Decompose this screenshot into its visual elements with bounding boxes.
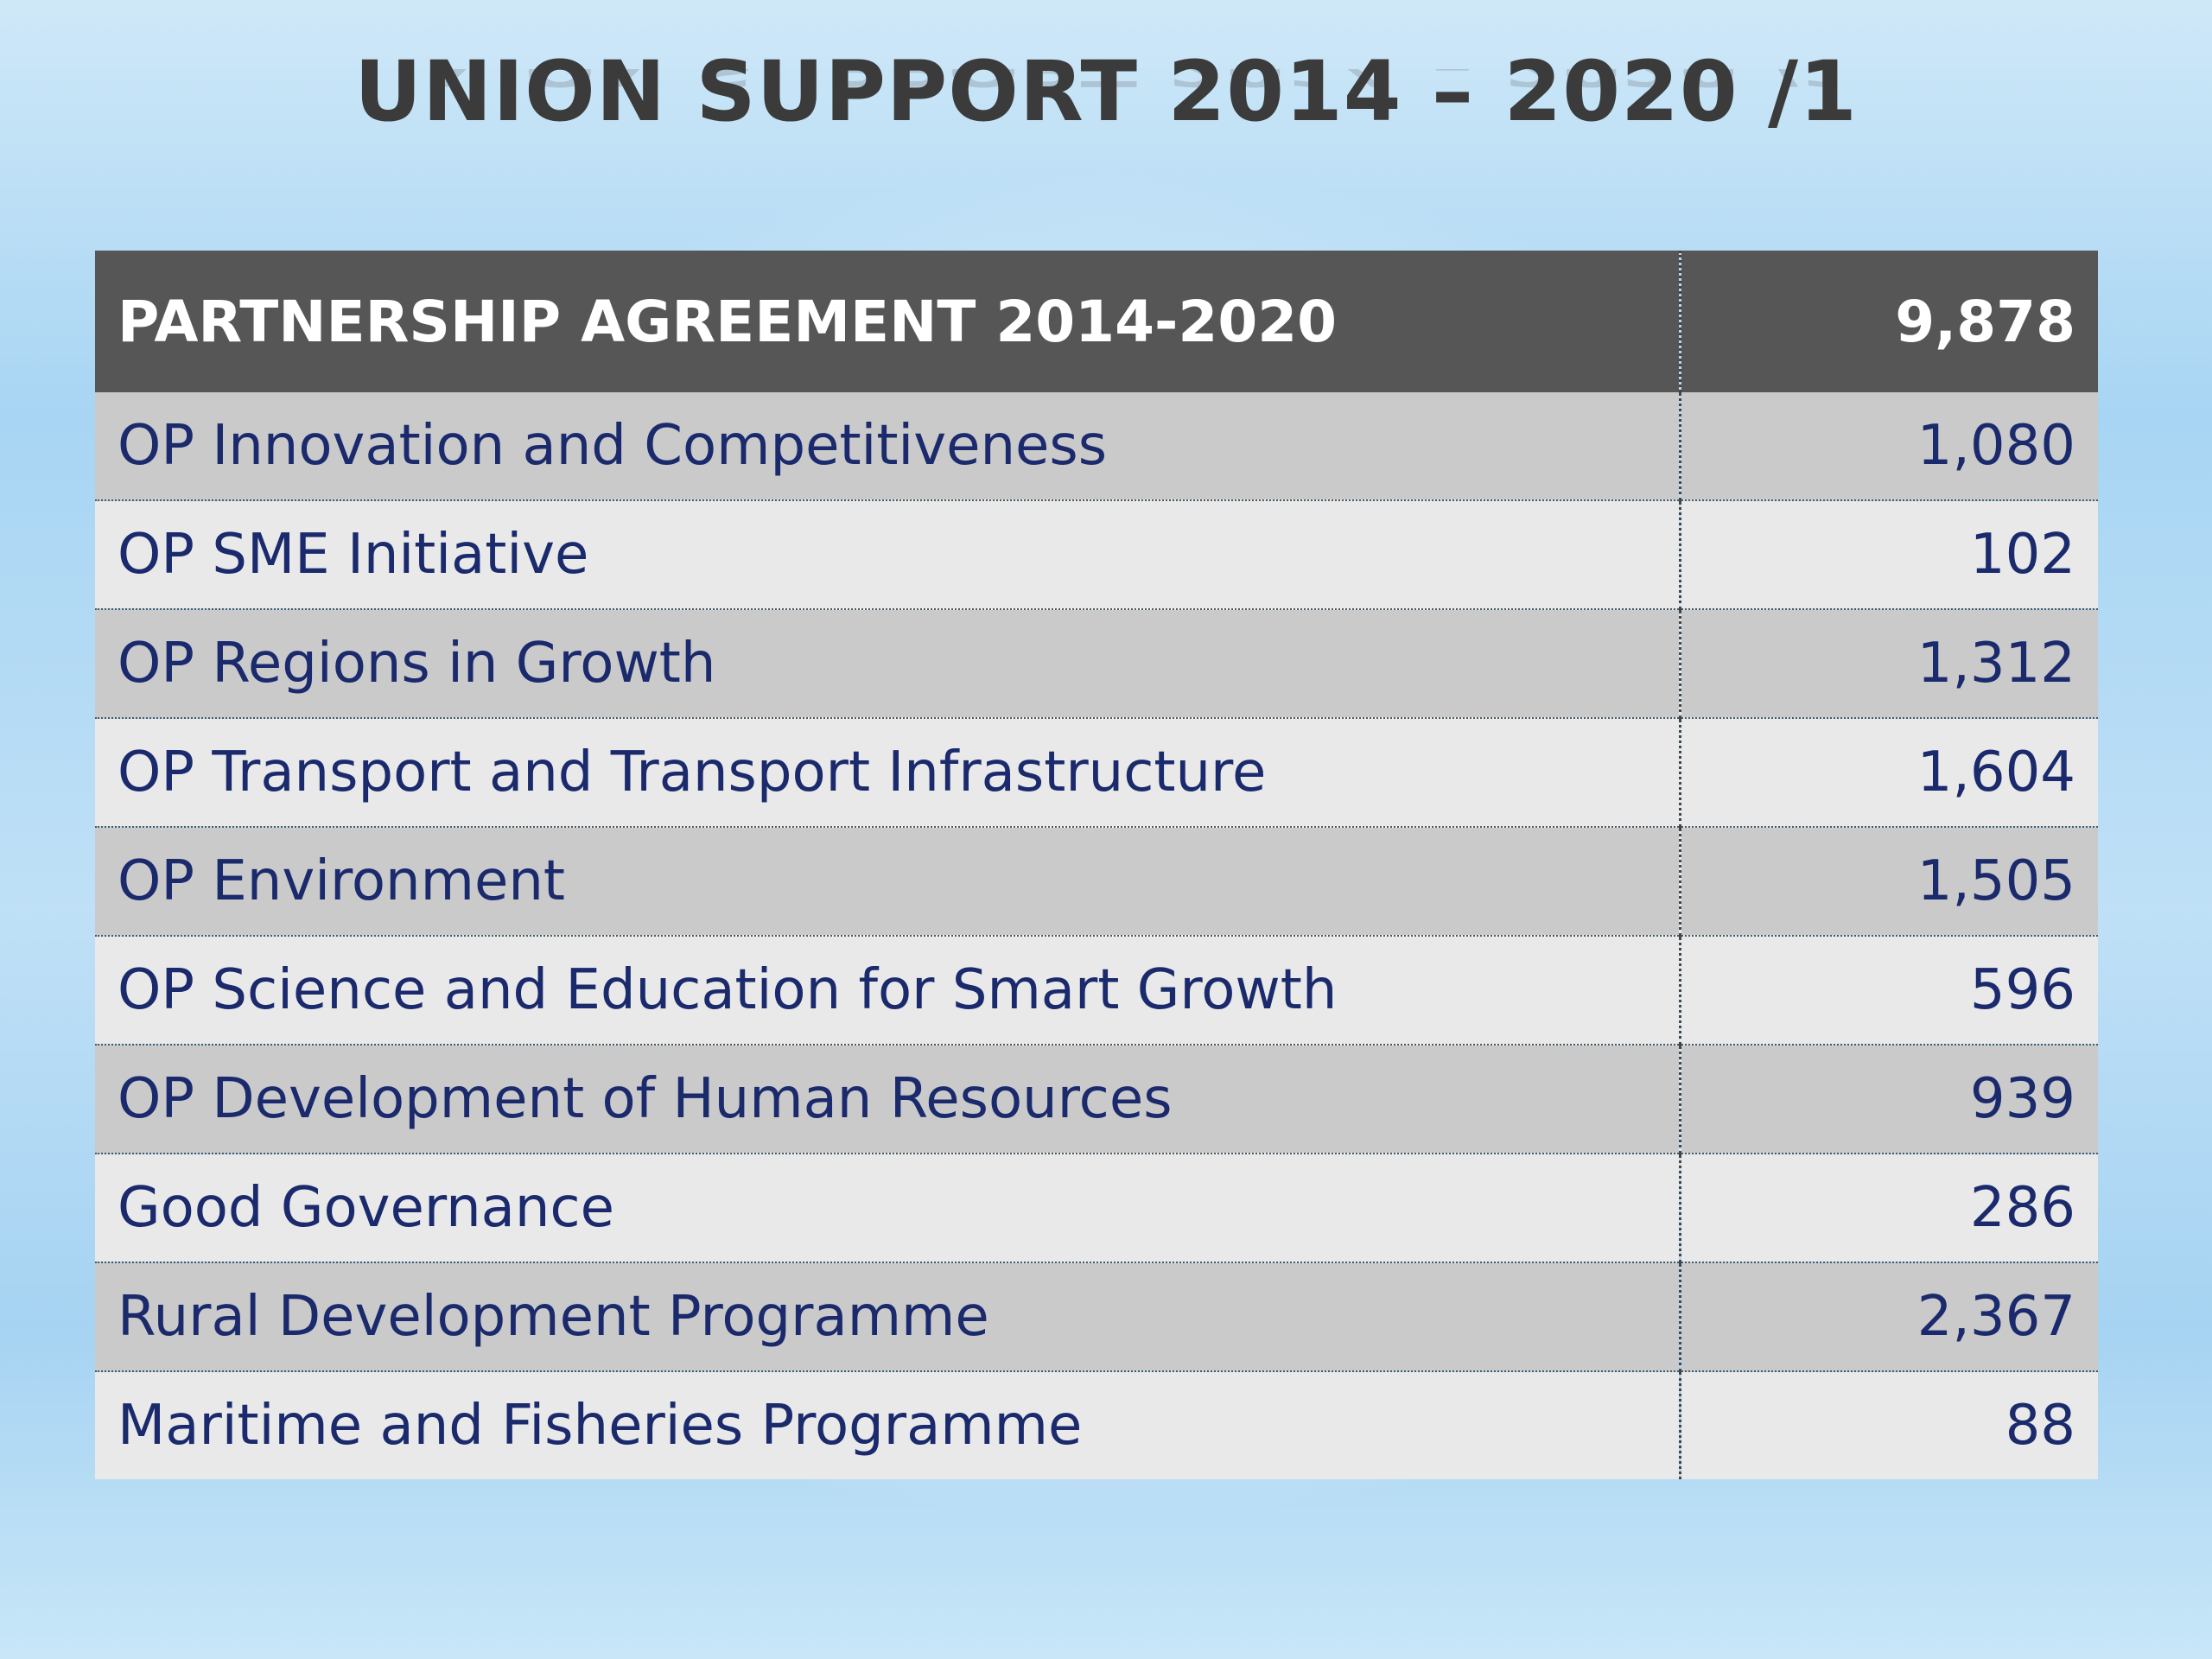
row-label: OP Innovation and Competitiveness — [95, 392, 1681, 501]
table-row: OP Regions in Growth 1,312 — [95, 609, 2098, 719]
row-value: 1,604 — [1679, 718, 2098, 828]
row-label: Good Governance — [95, 1154, 1681, 1263]
row-label: OP SME Initiative — [95, 500, 1681, 610]
row-value: 2,367 — [1679, 1262, 2098, 1372]
table-row: OP Development of Human Resources 939 — [95, 1045, 2098, 1154]
row-label: Maritime and Fisheries Programme — [95, 1371, 1681, 1479]
row-value: 102 — [1679, 500, 2098, 610]
header-label: PARTNERSHIP AGREEMENT 2014-2020 — [95, 251, 1681, 392]
row-value: 1,312 — [1679, 609, 2098, 719]
table-header-row: PARTNERSHIP AGREEMENT 2014-2020 9,878 — [95, 251, 2098, 392]
row-label: Rural Development Programme — [95, 1262, 1681, 1372]
table-row: OP SME Initiative 102 — [95, 500, 2098, 610]
slide-title: UNION SUPPORT 2014 – 2020 /1 — [354, 43, 1858, 140]
row-label: OP Environment — [95, 827, 1681, 937]
table-row: OP Environment 1,505 — [95, 827, 2098, 937]
row-value: 596 — [1679, 936, 2098, 1046]
row-value: 88 — [1679, 1371, 2098, 1479]
row-label: OP Science and Education for Smart Growt… — [95, 936, 1681, 1046]
table-row: OP Innovation and Competitiveness 1,080 — [95, 392, 2098, 501]
table-row: Maritime and Fisheries Programme 88 — [95, 1371, 2098, 1479]
row-value: 1,080 — [1679, 392, 2098, 501]
row-value: 1,505 — [1679, 827, 2098, 937]
funding-table: PARTNERSHIP AGREEMENT 2014-2020 9,878 OP… — [95, 251, 2098, 1479]
table-row: Good Governance 286 — [95, 1154, 2098, 1263]
row-label: OP Regions in Growth — [95, 609, 1681, 719]
row-label: OP Development of Human Resources — [95, 1045, 1681, 1154]
table-row: OP Science and Education for Smart Growt… — [95, 936, 2098, 1046]
header-value: 9,878 — [1679, 251, 2098, 392]
table-row: OP Transport and Transport Infrastructur… — [95, 718, 2098, 828]
row-value: 286 — [1679, 1154, 2098, 1263]
row-label: OP Transport and Transport Infrastructur… — [95, 718, 1681, 828]
table-row: Rural Development Programme 2,367 — [95, 1262, 2098, 1372]
row-value: 939 — [1679, 1045, 2098, 1154]
